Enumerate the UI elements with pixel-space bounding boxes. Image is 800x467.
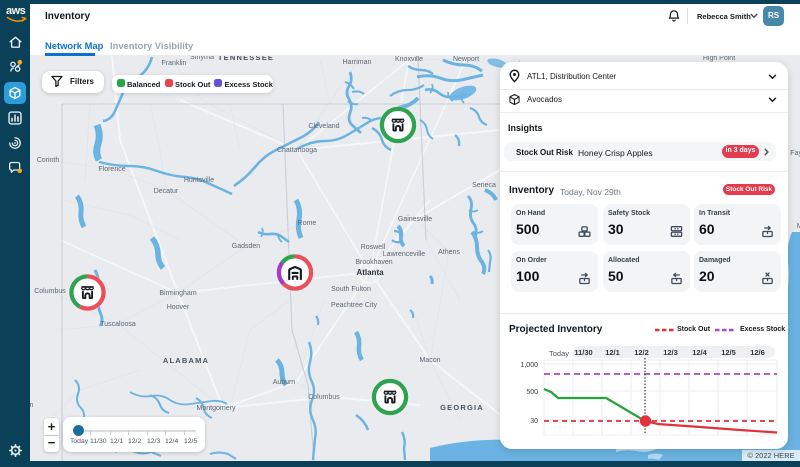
svg-text:Lawrenceville: Lawrenceville <box>383 251 426 258</box>
svg-text:Decatur: Decatur <box>154 188 179 195</box>
svg-text:Rome: Rome <box>298 220 317 227</box>
svg-text:Auburn: Auburn <box>273 379 296 386</box>
svg-text:Gadsden: Gadsden <box>232 243 261 250</box>
svg-text:Montgomery: Montgomery <box>197 405 236 412</box>
svg-text:Peachtree City: Peachtree City <box>331 302 377 309</box>
svg-text:Smyrna: Smyrna <box>190 56 214 61</box>
svg-text:Cleveland: Cleveland <box>308 123 339 130</box>
svg-text:Seneca: Seneca <box>472 182 496 189</box>
svg-text:Florence: Florence <box>98 166 125 173</box>
svg-text:Harriman: Harriman <box>343 59 372 66</box>
svg-text:Madison: Madison <box>797 223 800 230</box>
svg-text:Tuscaloosa: Tuscaloosa <box>100 321 136 328</box>
svg-text:South Fulton: South Fulton <box>331 286 371 293</box>
svg-text:Corinth: Corinth <box>37 157 60 164</box>
svg-text:Athens: Athens <box>438 249 460 256</box>
svg-text:Brookhaven: Brookhaven <box>355 259 392 266</box>
svg-text:Meridian: Meridian <box>30 402 34 409</box>
svg-text:Columbus: Columbus <box>34 288 66 295</box>
svg-text:30: 30 <box>530 418 538 425</box>
svg-text:Chattanooga: Chattanooga <box>277 147 317 154</box>
svg-text:Gainesville: Gainesville <box>398 216 432 223</box>
svg-text:Hoover: Hoover <box>167 304 190 311</box>
svg-text:Huntsville: Huntsville <box>184 177 214 184</box>
svg-text:1,000: 1,000 <box>520 362 538 369</box>
svg-text:Atlanta: Atlanta <box>356 268 384 277</box>
svg-text:TENNESSEE: TENNESSEE <box>218 56 274 62</box>
svg-text:High Point: High Point <box>703 56 735 62</box>
svg-text:Knoxville: Knoxville <box>395 56 423 63</box>
svg-text:ALABAMA: ALABAMA <box>163 356 209 365</box>
svg-text:500: 500 <box>526 389 538 396</box>
svg-text:GEORGIA: GEORGIA <box>440 403 484 412</box>
svg-text:Birmingham: Birmingham <box>159 290 197 297</box>
svg-text:Columbus: Columbus <box>308 394 340 401</box>
svg-text:Roswell: Roswell <box>361 244 386 251</box>
svg-text:Franklin: Franklin <box>162 60 187 67</box>
svg-text:Macon: Macon <box>419 357 440 364</box>
svg-text:Fayetteville: Fayetteville <box>790 150 800 157</box>
svg-text:Newport: Newport <box>453 56 479 63</box>
